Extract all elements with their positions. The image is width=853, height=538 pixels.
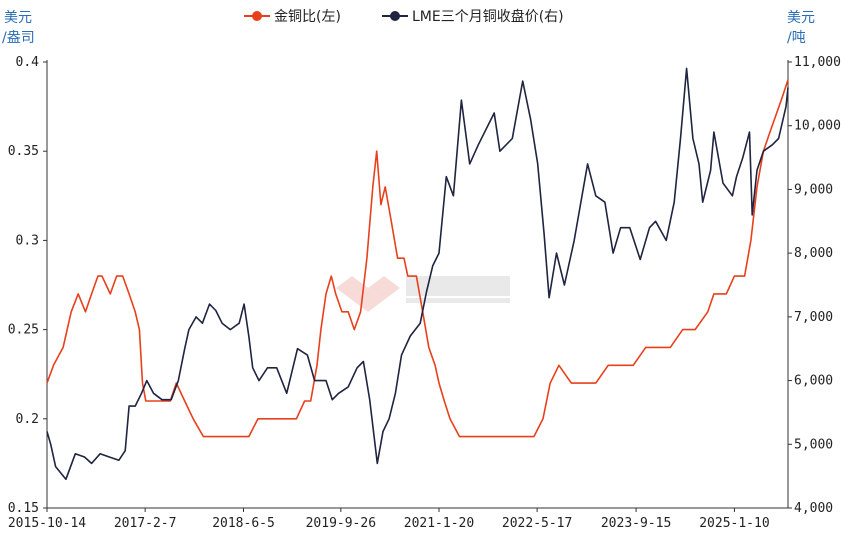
x-tick-label: 2015-10-14 <box>8 516 86 531</box>
legend: 金铜比(左) LME三个月铜收盘价(右) <box>244 8 564 25</box>
x-tick-label: 2023-9-15 <box>601 516 671 531</box>
x-tick-label: 2018-6-5 <box>212 516 275 531</box>
x-tick-label: 2025-1-10 <box>699 516 769 531</box>
right-tick-label: 4,000 <box>794 501 833 516</box>
left-tick-label: 0.15 <box>8 501 39 516</box>
x-tick-label: 2017-2-7 <box>114 516 177 531</box>
x-tick-group: 2015-10-14 2017-2-7 2018-6-5 2019-9-26 2021-… <box>8 508 770 531</box>
right-unit-line2: /吨 <box>787 30 806 46</box>
right-tick-label: 7,000 <box>794 310 833 325</box>
gold-copper-ratio-line <box>46 79 789 438</box>
legend-copper-price-marker <box>390 11 400 21</box>
watermark-logo <box>336 276 510 312</box>
lme-copper-price-line <box>46 67 789 481</box>
left-unit-line2: /盎司 <box>2 30 35 46</box>
legend-gold-copper-label: 金铜比(左) <box>274 9 341 25</box>
right-unit-line1: 美元 <box>787 10 815 26</box>
left-tick-label: 0.35 <box>8 144 39 159</box>
left-tick-label: 0.25 <box>8 323 39 338</box>
left-tick-label: 0.2 <box>16 412 39 427</box>
series-layer <box>46 67 789 481</box>
left-tick-label: 0.4 <box>16 55 40 70</box>
x-tick-label: 2021-1-20 <box>404 516 474 531</box>
legend-copper-price-label: LME三个月铜收盘价(右) <box>412 8 564 25</box>
x-tick-label: 2019-9-26 <box>306 516 376 531</box>
left-tick-label: 0.3 <box>16 233 39 248</box>
x-tick-label: 2022-5-17 <box>502 516 572 531</box>
right-tick-label: 5,000 <box>794 437 833 452</box>
right-tick-label: 11,000 <box>794 55 841 70</box>
left-unit-line1: 美元 <box>4 10 32 26</box>
right-tick-label: 9,000 <box>794 182 833 197</box>
right-tick-label: 10,000 <box>794 119 841 134</box>
right-tick-label: 8,000 <box>794 246 833 261</box>
right-tick-group: 4,000 5,000 6,000 7,000 8,000 9,000 10,000 11,0… <box>788 55 841 516</box>
legend-gold-copper-marker <box>252 11 262 21</box>
right-tick-label: 6,000 <box>794 374 833 389</box>
left-tick-group: 0.15 0.2 0.25 0.3 0.35 0.4 <box>8 55 47 516</box>
